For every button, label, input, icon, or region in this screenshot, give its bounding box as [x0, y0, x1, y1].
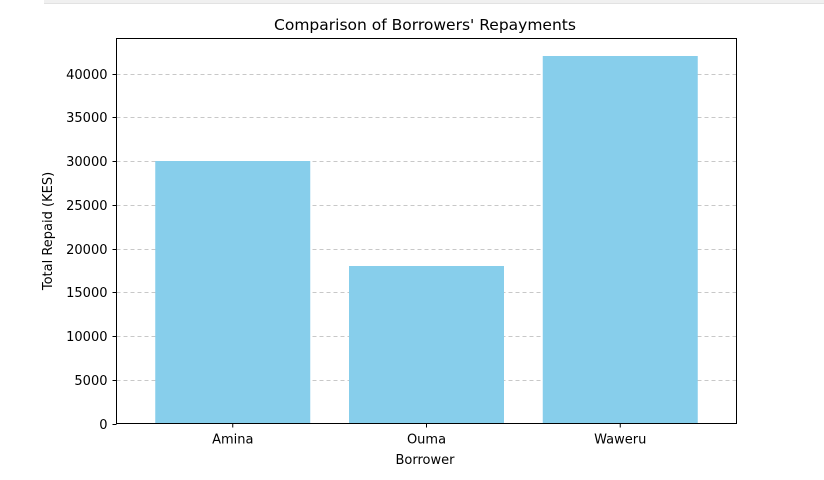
y-tick-label: 30000: [66, 155, 107, 170]
x-tick-label: Amina: [212, 433, 253, 448]
chart-title: Comparison of Borrowers' Repayments: [274, 16, 576, 34]
y-tick-label: 15000: [66, 286, 107, 301]
x-axis-ticks: Amina Ouma Waweru: [212, 423, 646, 448]
y-tick-label: 25000: [66, 199, 107, 214]
y-tick-label: 40000: [66, 68, 107, 83]
y-tick-label: 35000: [66, 111, 107, 126]
top-strip: [44, 0, 824, 4]
bar-waweru: [542, 56, 698, 424]
bar-amina: [155, 161, 311, 424]
y-tick-label: 0: [99, 418, 107, 433]
y-tick-label: 20000: [66, 243, 107, 258]
y-axis-label: Total Repaid (KES): [41, 172, 56, 291]
y-tick-label: 10000: [66, 330, 107, 345]
x-tick-label: Ouma: [407, 433, 446, 448]
bars: [155, 56, 698, 424]
x-axis-label: Borrower: [396, 453, 456, 468]
y-axis-ticks: 0 5000 10000 15000 20000 25000 30000 35000 40000: [66, 68, 117, 433]
y-tick-label: 5000: [74, 374, 107, 389]
x-tick-label: Waweru: [594, 433, 646, 448]
bar-ouma: [349, 266, 504, 424]
